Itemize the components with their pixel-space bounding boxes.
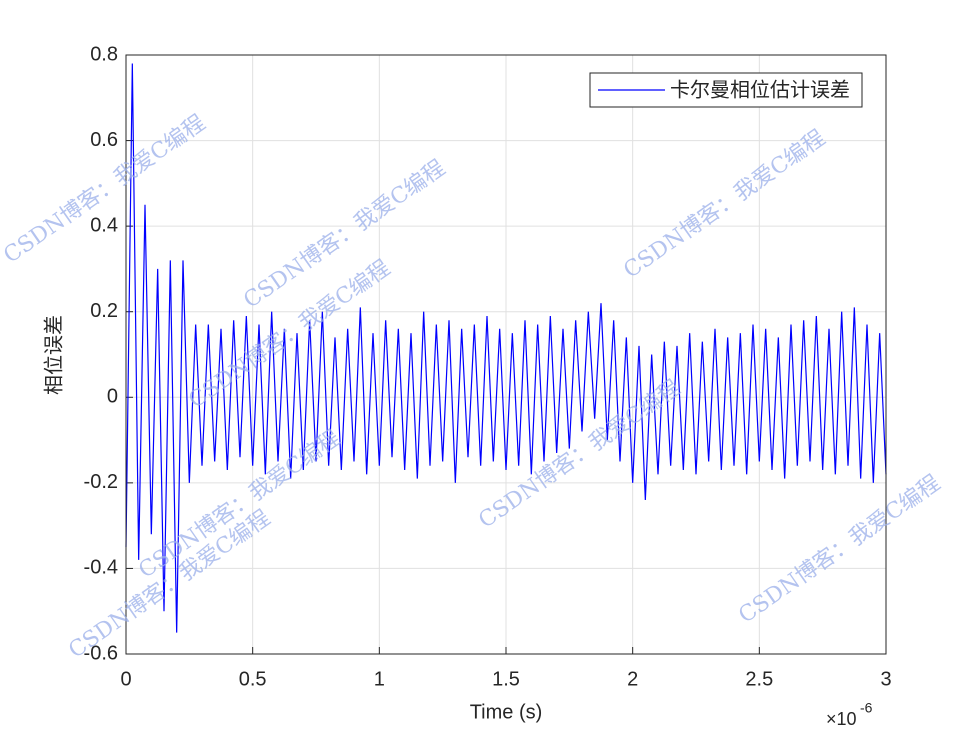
x-tick-label: 1.5 [492,668,520,690]
x-axis-label: Time (s) [470,701,543,723]
axes-box [125,54,887,655]
y-tick-label: -0.6 [84,642,118,664]
y-axis-label: 相位误差 [42,315,66,395]
x-tick-label: 3 [880,668,891,690]
y-tick-label: 0.8 [90,43,118,65]
data-line [125,63,887,633]
y-tick-label: -0.4 [84,557,118,579]
x-exponent: -6 [860,700,873,716]
y-tick-label: -0.2 [84,471,118,493]
x-multiplier: ×10 [826,709,857,729]
x-tick-label: 2.5 [745,668,773,690]
x-tick-label: 2 [627,668,638,690]
y-tick-label: 0 [107,386,118,408]
y-tick-label: 0.2 [90,300,118,322]
y-tick-label: 0.4 [90,214,118,236]
x-tick-label: 1 [374,668,385,690]
x-tick-label: 0 [120,668,131,690]
legend-label: 卡尔曼相位估计误差 [670,78,850,102]
y-tick-label: 0.6 [90,129,118,151]
x-tick-label: 0.5 [239,668,267,690]
